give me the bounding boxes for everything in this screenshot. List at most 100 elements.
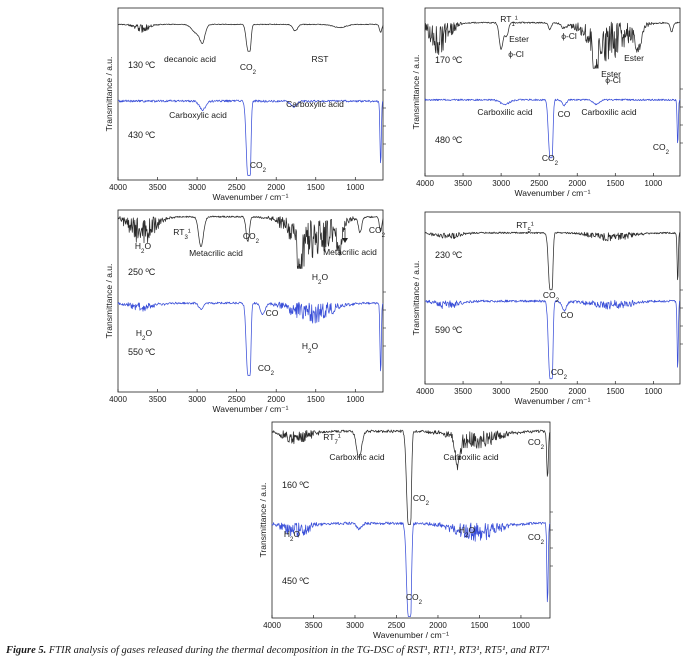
peak-annotation: H2O	[135, 241, 152, 255]
peak-annotation: CO	[558, 109, 571, 119]
ftir-panel-rt5: 4000 3500 3000 2500 2000 1500 1000 Wavenumber /…	[411, 211, 683, 406]
temperature-label: 480 ºC	[435, 135, 463, 145]
x-tick-label: 2000	[429, 621, 447, 630]
x-tick-label: 1500	[307, 395, 325, 404]
caption-text: FTIR analysis of gases released during t…	[48, 645, 550, 656]
peak-annotation: H2O	[302, 341, 319, 355]
peak-annotation: ϕ-Cl	[508, 49, 524, 59]
peak-annotation: H2O	[459, 525, 476, 539]
y-axis-label: Transmittance / a.u.	[411, 261, 421, 336]
peak-annotation: CO2	[243, 231, 260, 245]
temperature-label: 430 ºC	[128, 130, 156, 140]
peak-annotation: RT5¹	[516, 220, 534, 234]
temperature-label: 130 ºC	[128, 60, 156, 70]
spectrum-trace-high-temp	[117, 99, 384, 176]
plot-frame	[117, 7, 384, 181]
peak-annotation: CO2	[528, 437, 545, 451]
x-tick-label: 1000	[644, 179, 662, 188]
peak-annotation: CO2	[369, 225, 386, 239]
temperature-label: 250 ºC	[128, 267, 156, 277]
x-tick-label: 3500	[305, 621, 323, 630]
y-axis-label: Transmittance / a.u.	[258, 483, 268, 558]
spectrum-trace-low-temp	[117, 215, 384, 269]
x-axis-label: Wavenumber / cm⁻¹	[373, 630, 449, 640]
peak-annotation: H2O	[312, 272, 329, 286]
x-tick-label: 2000	[568, 179, 586, 188]
spectrum-trace-low-temp	[118, 23, 384, 52]
peak-annotation: CO2	[240, 62, 257, 76]
x-tick-label: 2000	[568, 387, 586, 396]
spectrum-trace-high-temp	[271, 521, 551, 617]
temperature-label: 160 ºC	[282, 480, 310, 490]
peak-annotation: Carboxilic acid	[329, 452, 385, 462]
peak-annotation: Ester	[601, 69, 621, 79]
x-tick-label: 4000	[416, 387, 434, 396]
spectrum-trace-high-temp	[424, 98, 681, 159]
peak-annotation: Carboxylic acid	[169, 110, 227, 120]
temperature-label: 590 ºC	[435, 325, 463, 335]
peak-annotation: RT3¹	[173, 227, 191, 241]
peak-annotation: RST	[312, 54, 329, 64]
plot-frame	[424, 7, 681, 177]
peak-annotation: CO2	[542, 153, 559, 167]
x-tick-label: 3500	[454, 387, 472, 396]
x-tick-label: 1000	[512, 621, 530, 630]
plot-frame	[271, 421, 551, 619]
figure-caption: Figure 5. FTIR analysis of gases release…	[6, 645, 686, 656]
x-axis-label: Wavenumber / cm⁻¹	[213, 404, 289, 414]
peak-annotation: CO2	[551, 367, 568, 381]
peak-annotation: decanoic acid	[164, 54, 216, 64]
x-tick-label: 2500	[228, 183, 246, 192]
peak-annotation: CO2	[528, 532, 545, 546]
x-tick-label: 2000	[267, 395, 285, 404]
x-tick-label: 3000	[346, 621, 364, 630]
x-axis-label: Wavenumber / cm⁻¹	[213, 192, 289, 202]
x-tick-label: 2000	[267, 183, 285, 192]
annotation-arrowhead	[342, 238, 348, 243]
ftir-panel-rt3: 4000 3500 3000 2500 2000 1500 1000 Wavenumber /…	[104, 209, 386, 414]
x-tick-label: 3500	[149, 395, 167, 404]
peak-annotation: ϕ-Cl	[561, 31, 577, 41]
x-tick-label: 4000	[263, 621, 281, 630]
x-tick-label: 3500	[454, 179, 472, 188]
x-tick-label: 4000	[416, 179, 434, 188]
peak-annotation: CO2	[543, 290, 560, 304]
y-axis-label: Transmittance / a.u.	[104, 57, 114, 132]
x-tick-label: 2500	[530, 179, 548, 188]
peak-annotation: Metacrilic acid	[323, 247, 377, 257]
peak-annotation: CO2	[258, 363, 275, 377]
peak-annotation: Carboxilic acid	[581, 107, 637, 117]
peak-annotation: CO2	[406, 592, 423, 606]
ftir-panel-rt7: 4000 3500 3000 2500 2000 1500 1000 Wavenumber /…	[258, 421, 553, 640]
spectrum-trace-high-temp	[424, 299, 681, 380]
peak-annotation: CO2	[413, 493, 430, 507]
x-tick-label: 4000	[109, 395, 127, 404]
peak-annotation: RT1¹	[500, 14, 518, 28]
peak-annotation: Ester	[624, 53, 644, 63]
x-tick-label: 3000	[188, 183, 206, 192]
peak-annotation: Ester	[509, 34, 529, 44]
plot-frame	[424, 211, 681, 385]
x-tick-label: 1500	[471, 621, 489, 630]
x-tick-label: 2500	[228, 395, 246, 404]
x-tick-label: 1500	[606, 387, 624, 396]
ftir-panel-rt1: 4000 3500 3000 2500 2000 1500 1000 Wavenumber /…	[411, 7, 683, 198]
y-axis-label: Transmittance / a.u.	[411, 55, 421, 130]
x-axis-label: Wavenumber / cm⁻¹	[515, 396, 591, 406]
x-tick-label: 3000	[492, 387, 510, 396]
temperature-label: 170 ºC	[435, 55, 463, 65]
x-tick-label: 2500	[388, 621, 406, 630]
x-tick-label: 3500	[149, 183, 167, 192]
ftir-panel-rst: 4000 3500 3000 2500 2000 1500 1000 Wavenumber /…	[104, 7, 386, 202]
spectrum-trace-low-temp	[424, 21, 681, 69]
temperature-label: 450 ºC	[282, 576, 310, 586]
x-axis-label: Wavenumber / cm⁻¹	[515, 188, 591, 198]
x-tick-label: 1500	[606, 179, 624, 188]
peak-annotation: CO	[561, 310, 574, 320]
temperature-label: 230 ºC	[435, 250, 463, 260]
x-tick-label: 4000	[109, 183, 127, 192]
peak-annotation: H2O	[136, 328, 153, 342]
x-tick-label: 1000	[346, 395, 364, 404]
peak-annotation: CO2	[653, 142, 670, 156]
